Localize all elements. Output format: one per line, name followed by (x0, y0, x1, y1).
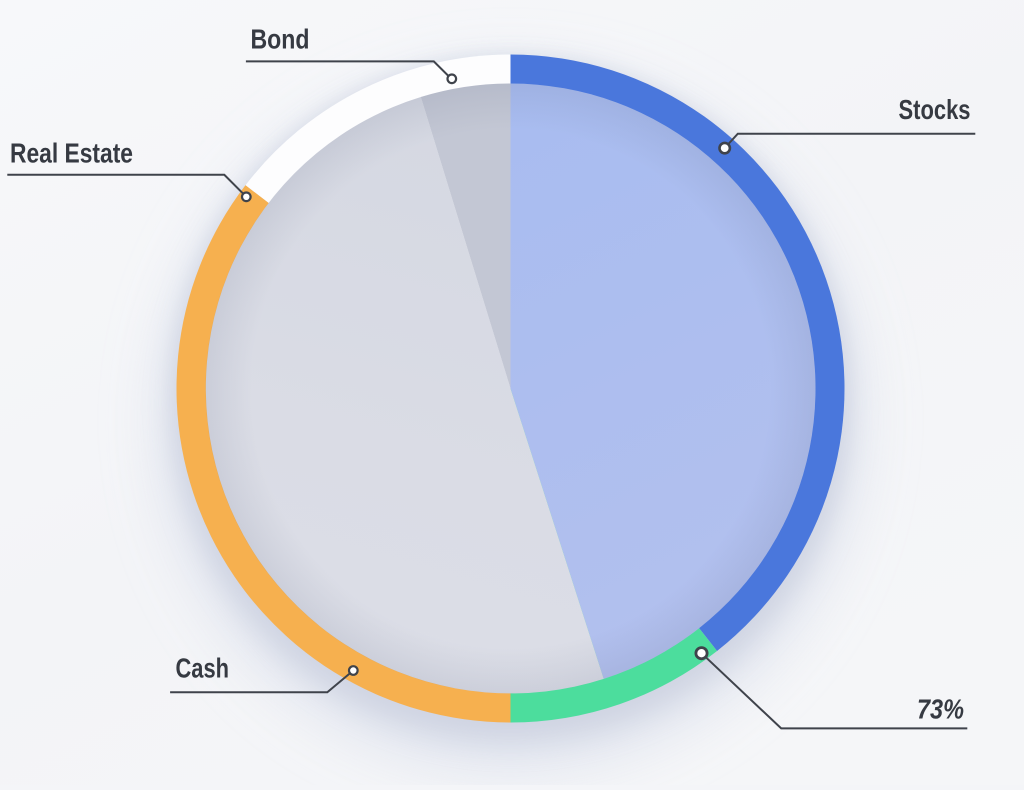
svg-text:Bond: Bond (251, 24, 310, 55)
svg-text:Cash: Cash (176, 653, 230, 684)
svg-text:Stocks: Stocks (899, 94, 971, 125)
svg-text:73%: 73% (917, 694, 964, 725)
svg-text:Real Estate: Real Estate (10, 138, 133, 169)
